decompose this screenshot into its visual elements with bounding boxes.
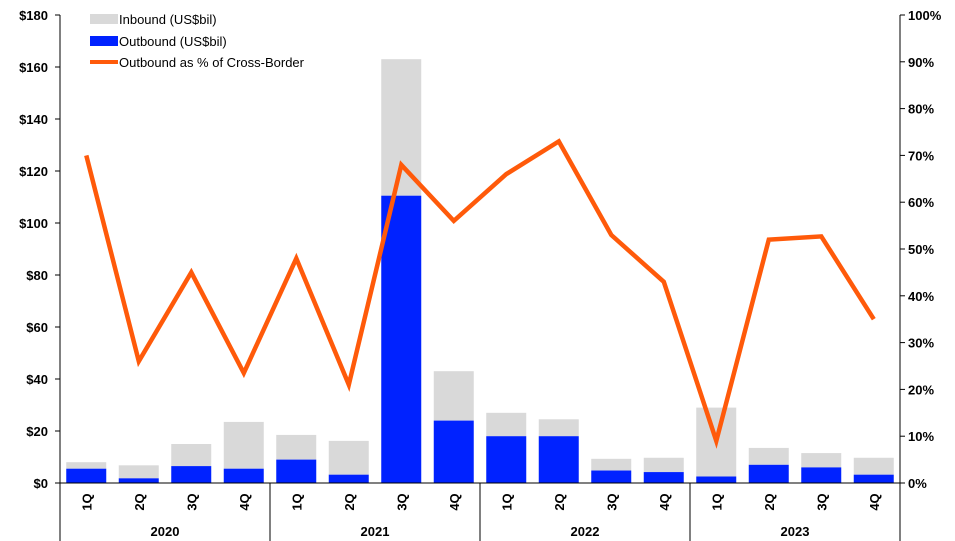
bar-outbound <box>591 470 632 483</box>
bar-inbound <box>433 371 474 421</box>
right-axis-tick-label: 70% <box>908 148 934 163</box>
bar-inbound <box>223 421 264 469</box>
left-axis-tick-label: $80 <box>26 268 48 283</box>
left-axis-tick-label: $120 <box>19 164 48 179</box>
bar-inbound <box>276 434 317 460</box>
x-axis-tick-label: 3Q <box>814 493 829 510</box>
bar-outbound <box>801 467 842 483</box>
axes-layer: $0 $20 $40 $60 $80 $100 $120 $140 $160 $180 0% 10% 2… <box>19 8 942 541</box>
right-axis-tick-label: 40% <box>908 289 934 304</box>
bar-outbound <box>643 472 684 483</box>
x-axis-tick-label: 4Q <box>237 493 252 510</box>
legend-swatch-outbound <box>90 36 118 46</box>
x-axis-tick-label: 3Q <box>604 493 619 510</box>
right-axis-tick-label: 100% <box>908 8 942 23</box>
right-axis-tick-label: 60% <box>908 195 934 210</box>
x-axis-tick-label: 1Q <box>709 493 724 510</box>
bar-outbound <box>538 436 579 483</box>
bar-outbound <box>171 466 212 483</box>
bar-outbound <box>748 464 789 483</box>
right-axis-tick-label: 0% <box>908 476 927 491</box>
right-axis-tick-label: 10% <box>908 429 934 444</box>
x-axis-tick-label: 4Q <box>657 493 672 510</box>
bar-inbound <box>853 457 894 475</box>
right-axis-tick-label: 30% <box>908 336 934 351</box>
left-axis-tick-label: $160 <box>19 60 48 75</box>
bar-outbound <box>223 468 264 483</box>
left-axis-tick-label: $20 <box>26 424 48 439</box>
right-axis-tick-label: 80% <box>908 102 934 117</box>
year-label: 2023 <box>781 524 810 539</box>
bar-outbound <box>66 468 107 483</box>
x-axis-tick-label: 1Q <box>499 493 514 510</box>
right-axis-tick-label: 90% <box>908 55 934 70</box>
bar-outbound <box>381 195 422 483</box>
bar-inbound <box>118 465 159 479</box>
x-axis-tick-label: 2Q <box>132 493 147 510</box>
bar-outbound <box>433 420 474 483</box>
legend: Inbound (US$bil) Outbound (US$bil) Outbo… <box>90 12 305 70</box>
left-axis-tick-label: $100 <box>19 216 48 231</box>
bar-inbound <box>486 412 527 437</box>
legend-label-inbound: Inbound (US$bil) <box>119 12 217 27</box>
x-axis-tick-label: 3Q <box>394 493 409 510</box>
bar-outbound <box>486 436 527 483</box>
year-label: 2020 <box>151 524 180 539</box>
bar-inbound <box>171 444 212 467</box>
bar-inbound <box>381 59 422 196</box>
line-layer <box>84 138 876 449</box>
year-label: 2021 <box>361 524 390 539</box>
x-axis-tick-label: 4Q <box>867 493 882 510</box>
bar-outbound <box>853 474 894 483</box>
x-axis-tick-label: 2Q <box>342 493 357 510</box>
right-axis-tick-label: 20% <box>908 382 934 397</box>
x-axis-tick-label: 1Q <box>289 493 304 510</box>
legend-label-outbound: Outbound (US$bil) <box>119 34 227 49</box>
left-axis-tick-label: $180 <box>19 8 48 23</box>
left-axis-tick-label: $40 <box>26 372 48 387</box>
line-outbound-pct <box>84 138 876 449</box>
bar-outbound <box>696 476 737 483</box>
x-axis-tick-label: 1Q <box>79 493 94 510</box>
left-axis-tick-label: $60 <box>26 320 48 335</box>
bar-inbound <box>643 457 684 473</box>
bar-outbound <box>118 478 159 483</box>
bar-inbound <box>591 458 632 471</box>
x-axis-tick-label: 2Q <box>762 493 777 510</box>
year-label: 2022 <box>571 524 600 539</box>
right-axis-tick-label: 50% <box>908 242 934 257</box>
bar-outbound <box>276 459 317 483</box>
bar-inbound <box>801 453 842 468</box>
legend-label-pct: Outbound as % of Cross-Border <box>119 55 305 70</box>
bar-inbound <box>66 462 107 469</box>
bar-outbound <box>328 474 369 483</box>
bar-inbound <box>748 447 789 465</box>
x-axis-tick-label: 4Q <box>447 493 462 510</box>
bar-inbound <box>538 419 579 437</box>
x-axis-tick-label: 3Q <box>184 493 199 510</box>
x-axis-tick-label: 2Q <box>552 493 567 510</box>
bar-inbound <box>328 440 369 475</box>
legend-swatch-inbound <box>90 14 118 24</box>
left-axis-tick-label: $140 <box>19 112 48 127</box>
left-axis-tick-label: $0 <box>34 476 48 491</box>
